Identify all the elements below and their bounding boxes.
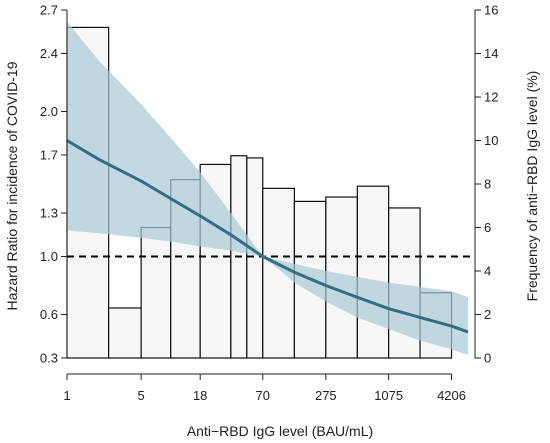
left-y-axis-title: Hazard Ratio for incidence of COVID-19	[4, 61, 20, 310]
right-y-tick-label: 10	[484, 133, 498, 148]
x-tick-label: 1	[63, 388, 70, 403]
histogram-bar-2	[108, 307, 142, 359]
right-y-tick-label: 8	[484, 177, 491, 192]
x-tick-label: 275	[315, 388, 337, 403]
right-y-axis-title: Frequency of anti−RBD IgG level (%)	[524, 71, 540, 302]
axes-layer: 0.3 0.6 1.0 1.3 1.7 2.0 2.4 2.7 0 2 4 6 8 10 12 14 16 1 5 1…	[40, 3, 499, 404]
confidence-band-layer	[67, 21, 468, 356]
curve-layer	[66, 139, 469, 334]
confidence-band	[67, 21, 468, 356]
left-y-tick-label: 1.7	[40, 148, 58, 163]
right-y-tick-label: 16	[484, 3, 498, 18]
left-y-tick-label: 0.3	[40, 351, 58, 366]
x-tick-label: 1075	[374, 388, 403, 403]
histogram-bar-3	[140, 226, 172, 359]
left-y-tick-label: 1.3	[40, 206, 58, 221]
left-y-tick-label: 2.0	[40, 104, 58, 119]
x-tick-label: 5	[138, 388, 145, 403]
hazard-ratio-curve	[66, 139, 469, 334]
right-y-tick-label: 14	[484, 46, 498, 61]
right-y-tick-label: 12	[484, 90, 498, 105]
x-tick-label: 4206	[437, 388, 466, 403]
right-y-tick-label: 0	[484, 351, 491, 366]
left-y-tick-label: 1.0	[40, 249, 58, 264]
right-y-tick-label: 2	[484, 307, 491, 322]
left-y-tick-label: 2.7	[40, 3, 58, 18]
histogram-bar-11	[356, 185, 390, 359]
x-tick-label: 70	[256, 388, 270, 403]
left-y-tick-label: 0.6	[40, 307, 58, 322]
x-tick-label: 18	[193, 388, 207, 403]
right-y-tick-label: 4	[484, 264, 491, 279]
histogram-bar-7	[246, 157, 264, 359]
x-axis-title: Anti−RBD IgG level (BAU/mL)	[187, 423, 373, 439]
left-y-tick-label: 2.4	[40, 46, 58, 61]
right-y-tick-label: 6	[484, 220, 491, 235]
